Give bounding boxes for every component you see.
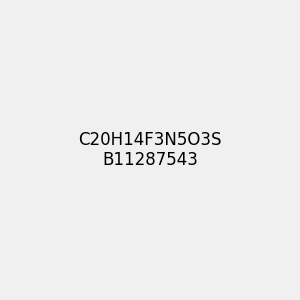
Text: C20H14F3N5O3S
B11287543: C20H14F3N5O3S B11287543 (78, 130, 222, 170)
